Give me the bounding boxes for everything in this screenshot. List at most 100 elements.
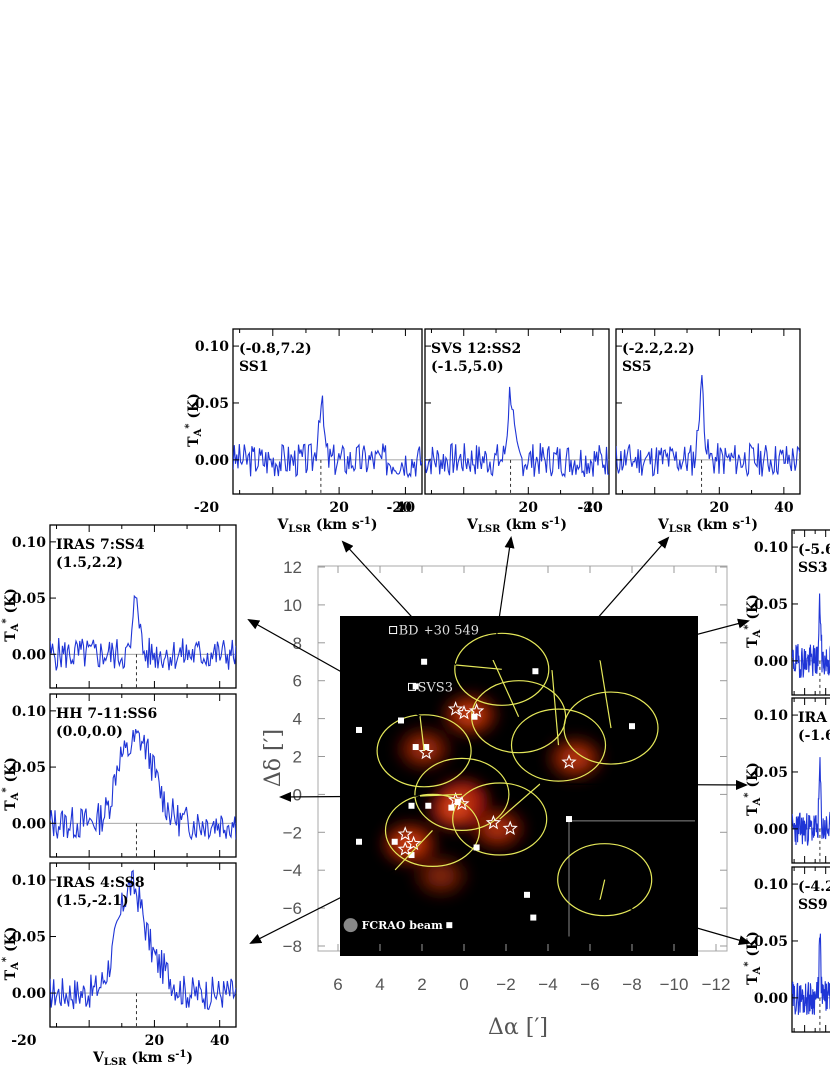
spectrum-ytick-label: 0.10 <box>754 540 788 556</box>
spectrum-panel: 0.00 0.05 0.10 TA* (K) IRA (-1.6 <box>743 697 830 864</box>
map-ytick-label: 4 <box>293 710 302 729</box>
spectrum-line <box>425 386 609 479</box>
connector-arrow <box>492 536 515 661</box>
yso-star <box>456 704 472 720</box>
spectrum-label-line1: (-5.6 <box>798 542 830 558</box>
pointing-ellipse <box>384 793 481 868</box>
spectrum-xtick-label: -20 <box>578 500 604 516</box>
yso-star <box>397 841 413 856</box>
source-square <box>412 744 419 751</box>
emission-core <box>426 864 455 887</box>
source-square <box>391 838 398 845</box>
spectrum-xtick-label: 40 <box>774 500 794 516</box>
spectrum-label-line2: SS9 <box>798 897 828 913</box>
spectrum-ylabel: TA* (K) <box>1 757 21 811</box>
spectrum-ytick-label: 0.10 <box>754 877 788 893</box>
yso-star <box>561 754 577 769</box>
spectrum-ylabel: TA* (K) <box>1 588 21 642</box>
spectrum-label-line1: (-0.8,7.2) <box>239 341 312 357</box>
yso-star <box>502 820 518 836</box>
spectrum-ylabel: TA* (K) <box>743 931 763 985</box>
spectrum-xtick-label: 20 <box>710 500 730 516</box>
map-ytick-label: −6 <box>283 899 302 918</box>
connector-yellow <box>499 783 541 820</box>
spectrum-label-line2: (1.5,2.2) <box>56 555 123 571</box>
map-xtick-label: 2 <box>417 975 426 994</box>
spectrum-xtick-label: -20 <box>11 1033 37 1049</box>
spectrum-line <box>50 594 236 671</box>
spectrum-label-line2: (0.0,0.0) <box>56 724 123 740</box>
connector-yellow <box>419 793 462 797</box>
connector-yellow <box>455 664 502 670</box>
spectrum-ytick-label: 0.05 <box>754 765 788 781</box>
map-xtick-label: −4 <box>538 975 557 994</box>
pointing-ellipse <box>376 714 472 788</box>
connector-arrow <box>247 619 421 717</box>
spectrum-xtick-label: 20 <box>329 500 349 516</box>
connector-yellow <box>492 659 520 717</box>
spectrum-panel: -20 20 40 VLSR (km s-1) SVS 12:SS2 (-1.5,5.0) <box>387 328 610 535</box>
spectrum-ytick-label: 0.00 <box>12 986 46 1002</box>
spectrum-label-line1: (-2.2,2.2) <box>622 341 695 357</box>
spectrum-label-line2: (-1.6 <box>798 728 830 744</box>
pointing-ellipse <box>414 757 510 832</box>
intensity-map: BD +30 549 SVS3 FCRAO beam 6 4 2 0 −2 −4 −6 −8 −10… <box>261 558 730 1040</box>
map-ytick-label: 12 <box>283 558 302 577</box>
map-xlabel: Δα [′] <box>488 1015 548 1040</box>
source-square <box>446 922 453 929</box>
spectrum-xlabel: VLSR (km s-1) <box>466 516 567 535</box>
pointing-ellipse <box>510 708 607 782</box>
map-xtick-label: −6 <box>580 975 599 994</box>
spectrum-label-line1: IRA <box>798 710 828 726</box>
spectrum-label-line2: SS3 <box>798 560 828 576</box>
pointing-ellipse <box>452 782 548 856</box>
spectrum-xtick-label: -20 <box>194 500 220 516</box>
spectrum-frame <box>424 328 610 495</box>
connector-arrow <box>599 618 750 661</box>
source-square <box>473 844 480 851</box>
spectrum-ylabel: TA* (K) <box>743 594 763 648</box>
spectrum-ytick-label: 0.00 <box>754 991 788 1007</box>
spectrum-panel: 0.00 0.05 0.10 TA* (K) (-4.2 SS9 <box>743 866 830 1033</box>
connector-yellow <box>419 715 425 751</box>
emission-core <box>441 798 470 821</box>
map-ytick-label: −8 <box>283 937 302 956</box>
yso-star <box>485 814 502 830</box>
connector-yellow <box>394 829 433 871</box>
spectrum-label-line1: HH 7-11:SS6 <box>56 706 157 722</box>
spectrum-ytick-label: 0.10 <box>754 708 788 724</box>
spectrum-panel: 0.00 0.05 0.10 TA* (K) IRAS 7:SS4 (1.5,2.2) <box>1 524 237 689</box>
map-xtick-label: 0 <box>459 975 468 994</box>
spectrum-xlabel: VLSR (km s-1) <box>277 516 378 535</box>
spectrum-line <box>792 933 830 1015</box>
source-square <box>356 838 362 845</box>
spectrum-ytick-label: 0.10 <box>12 873 46 889</box>
map-ytick-label: −2 <box>283 823 302 842</box>
connector-yellow <box>599 879 606 901</box>
yso-star <box>468 702 485 718</box>
spectrum-ytick-label: 0.00 <box>195 453 229 469</box>
connector-yellow <box>599 659 612 729</box>
spectrum-label-line2: (1.5,-2.1) <box>56 893 129 909</box>
yso-star <box>447 792 464 807</box>
map-ytick-label: 2 <box>293 748 302 767</box>
spectrum-label-line2: (-1.5,5.0) <box>431 359 504 375</box>
map-xtick-label: −2 <box>496 975 515 994</box>
connector-arrow <box>551 536 670 671</box>
spectrum-ytick-label: 0.05 <box>754 934 788 950</box>
connector-yellow <box>551 669 560 746</box>
spectrum-ytick-label: 0.05 <box>12 591 46 607</box>
spectrum-ytick-label: 0.10 <box>12 535 46 551</box>
map-ytick-label: −4 <box>283 861 302 880</box>
connector-arrow <box>249 869 396 944</box>
spectrum-line <box>50 869 236 1011</box>
spectrum-label-line1: IRAS 4:SS8 <box>56 875 145 891</box>
spectrum-xtick-label: 40 <box>583 500 603 516</box>
map-xtick-label: −10 <box>660 975 689 994</box>
yso-star <box>454 795 470 811</box>
fcrao-beam <box>343 918 358 933</box>
source-square <box>408 852 415 859</box>
map-xtick-label: −12 <box>702 975 731 994</box>
spectrum-panel: -20 20 40 VLSR (km s-1) (-2.2,2.2) SS5 <box>578 328 801 535</box>
map-source-label: BD +30 549 <box>399 624 480 639</box>
